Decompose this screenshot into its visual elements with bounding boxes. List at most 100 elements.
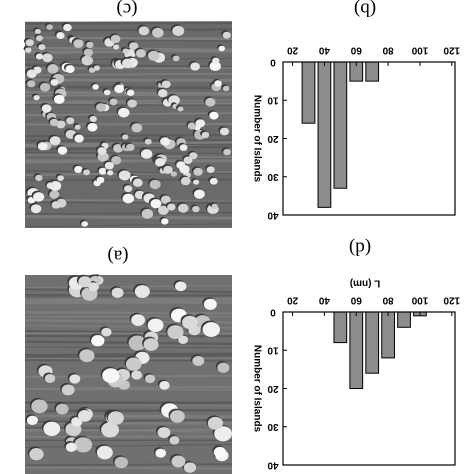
bar — [333, 61, 348, 189]
x-tick-label: 80 — [382, 44, 394, 55]
island — [180, 176, 191, 186]
x-axis-label: L (nm) — [350, 277, 380, 288]
island — [201, 131, 210, 139]
island — [87, 122, 98, 132]
island — [209, 61, 221, 71]
island — [36, 35, 43, 42]
y-tick-label: 20 — [267, 133, 279, 144]
island — [34, 28, 41, 35]
island — [182, 315, 198, 330]
island — [157, 89, 168, 98]
island — [98, 167, 107, 175]
island — [118, 170, 131, 181]
island — [195, 119, 206, 128]
island — [53, 94, 65, 104]
island — [126, 143, 135, 151]
island — [124, 185, 133, 193]
island — [101, 422, 119, 438]
island — [177, 203, 189, 213]
island — [47, 64, 59, 74]
island — [223, 148, 231, 156]
island — [174, 281, 187, 292]
island — [93, 65, 100, 71]
island — [205, 97, 216, 107]
island — [111, 287, 124, 298]
island — [140, 149, 153, 159]
island — [159, 380, 170, 390]
island — [118, 107, 130, 118]
island — [126, 89, 135, 96]
panel-label: (d) — [349, 238, 371, 259]
island — [138, 26, 150, 36]
island — [214, 426, 232, 442]
island — [134, 285, 150, 298]
x-tick-label: 100 — [411, 44, 428, 55]
y-tick-label: 30 — [267, 421, 279, 432]
island — [131, 123, 143, 133]
island — [33, 192, 45, 202]
island — [127, 99, 138, 108]
image-streak — [24, 415, 233, 419]
island — [219, 127, 230, 136]
island — [209, 111, 219, 120]
island — [214, 80, 222, 87]
y-tick-label: 40 — [267, 209, 279, 220]
y-tick-label: 10 — [267, 345, 279, 356]
island — [183, 156, 193, 165]
panel-label: (c) — [116, 0, 137, 20]
island — [49, 136, 61, 146]
island — [109, 98, 118, 106]
island — [107, 411, 124, 425]
island — [37, 142, 48, 151]
island — [192, 205, 200, 213]
island — [103, 89, 111, 96]
island — [49, 118, 59, 127]
bar — [381, 311, 395, 359]
island — [212, 57, 220, 64]
island — [30, 204, 42, 214]
island — [110, 34, 121, 44]
image-streak — [24, 310, 233, 315]
island — [150, 198, 162, 209]
island — [51, 201, 61, 209]
island — [161, 80, 171, 89]
island — [203, 298, 217, 310]
island — [102, 368, 120, 383]
image-streak — [24, 463, 233, 467]
image-streak — [24, 154, 233, 159]
image-streak — [24, 215, 233, 220]
island — [157, 205, 169, 215]
island — [183, 462, 197, 473]
island — [49, 190, 60, 199]
island — [179, 144, 188, 151]
island — [176, 161, 186, 169]
island — [192, 355, 205, 366]
island — [147, 50, 160, 61]
island — [112, 44, 120, 50]
island — [206, 166, 215, 173]
island — [97, 147, 107, 155]
y-tick-label: 0 — [270, 306, 276, 317]
island — [35, 174, 43, 182]
image-streak — [24, 443, 233, 448]
island — [104, 161, 114, 170]
island — [128, 335, 147, 351]
island — [27, 80, 36, 88]
y-tick-label: 40 — [267, 459, 279, 470]
island — [56, 32, 65, 40]
island — [86, 41, 94, 49]
y-tick-label: 30 — [267, 171, 279, 182]
x-tick-label: 100 — [411, 294, 428, 305]
island — [74, 124, 81, 130]
island — [88, 282, 99, 292]
island — [74, 437, 93, 453]
island — [96, 176, 105, 184]
island — [202, 322, 220, 337]
island — [222, 85, 230, 92]
image-streak — [24, 28, 233, 32]
island — [61, 384, 75, 396]
island — [160, 218, 169, 225]
island — [122, 193, 135, 204]
island — [167, 325, 184, 340]
